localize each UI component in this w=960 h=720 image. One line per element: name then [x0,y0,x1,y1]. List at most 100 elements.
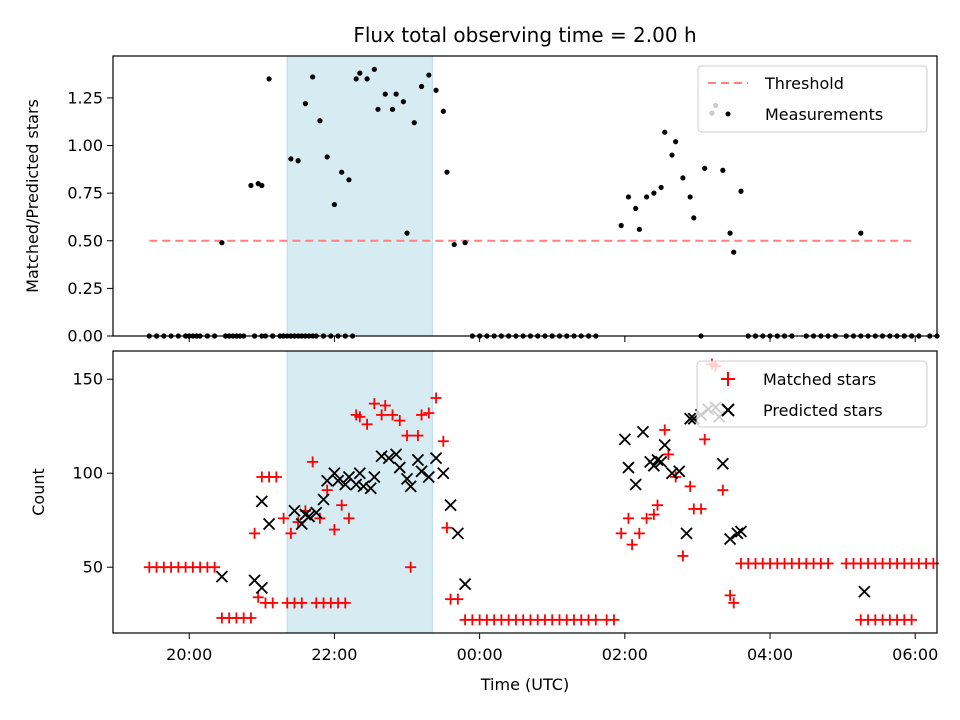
predicted-legend-label: Predicted stars [763,401,883,420]
matched-star-marker [361,418,373,430]
predicted-star-marker [429,452,443,465]
predicted-star-marker [673,465,686,478]
predicted-star-points [215,401,871,598]
matched-star-marker [437,435,449,447]
measurement-point [324,154,330,160]
matched-star-marker [285,527,297,539]
bottom-y-tick-label: 100 [72,464,103,483]
x-tick-label: 22:00 [311,645,357,664]
matched-star-marker [677,550,689,562]
measurement-point [673,139,679,145]
predicted-star-marker [684,412,697,425]
matched-star-marker [615,527,627,539]
predicted-star-marker [302,510,316,523]
matched-star-marker [822,557,834,569]
matched-star-marker [608,614,620,626]
predicted-star-marker [331,474,345,487]
predicted-star-marker [731,527,744,540]
matched-star-marker [296,597,308,609]
predicted-star-marker [647,459,660,472]
matched-star-marker [590,614,602,626]
top-y-tick-label: 1.00 [67,136,103,155]
matched-star-marker [405,561,417,573]
top-y-tick-label: 1.25 [67,88,103,107]
measurement-point [727,230,733,236]
matched-star-marker [633,527,645,539]
measurement-point [382,91,388,97]
measurement-point [331,201,338,208]
matched-star-marker [728,597,740,609]
chart-title: Flux total observing time = 2.00 h [353,23,696,47]
measurement-point [353,76,359,82]
predicted-star-marker [255,495,268,508]
predicted-star-marker [400,472,414,485]
matched-star-marker [278,512,290,524]
measurements-legend-swatch [725,111,731,117]
predicted-star-marker [444,499,457,512]
matched-star-marker [684,480,696,492]
measurement-point [687,194,693,200]
top-y-tick-label: 0.00 [67,327,103,346]
matched-star-marker [379,400,391,412]
predicted-star-marker [255,581,268,595]
measurement-point [651,190,657,196]
predicted-star-marker [404,480,417,493]
matched-star-marker [292,516,304,528]
matched-star-marker [245,612,257,624]
predicted-star-marker [390,448,403,461]
matched-star-marker [695,503,707,515]
matched-star-marker [641,512,653,524]
measurement-point [691,215,697,221]
predicted-star-marker [411,453,425,467]
predicted-star-marker [629,478,642,491]
predicted-star-marker [618,433,631,446]
measurement-point [219,240,225,246]
measurement-point [680,175,686,181]
measurement-point [400,99,406,105]
predicted-star-marker [375,450,388,463]
measurement-point [669,152,675,158]
matched-star-marker [314,512,326,524]
matched-star-marker [307,456,319,468]
matched-star-marker [441,522,453,534]
measurement-point [389,106,396,112]
matched-star-marker [343,512,355,524]
x-tick-label: 04:00 [747,645,793,664]
observing-window-top [286,55,433,337]
measurement-point [310,74,316,80]
matched-star-marker [648,509,660,521]
matched-star-marker [416,409,428,421]
measurement-point [339,169,345,175]
top-axes-frame [112,55,938,337]
measurement-point [440,108,446,114]
matched-star-marker [368,398,380,410]
matched-star-marker [622,512,634,524]
matched-star-marker [659,424,671,436]
matched-star-marker [906,614,918,626]
measurement-point [625,194,632,200]
predicted-star-marker [658,438,671,452]
bottom-legend-box [696,360,928,428]
measurement-point [444,169,450,175]
measurement-point [658,184,664,191]
measurement-point [738,188,744,194]
measurement-point [259,182,265,189]
predicted-star-marker [651,453,664,467]
measurement-point [346,177,352,183]
matched-star-marker [328,524,340,536]
x-axis-label: Time (UTC) [480,675,569,694]
top-y-axis-label: Matched/Predicted stars [23,99,42,293]
x-tick-label: 06:00 [892,645,938,664]
predicted-star-marker [858,585,871,598]
predicted-star-marker [680,527,693,540]
predicted-star-marker [716,457,729,470]
predicted-star-marker [353,467,366,480]
measurement-point [662,129,668,135]
predicted-star-marker [288,504,301,517]
measurement-point [462,240,468,246]
measurement-point [858,230,864,236]
predicted-star-marker [723,532,737,546]
matched-star-marker [270,471,282,483]
measurement-point [317,118,323,124]
top-subplot: 0.00 0.25 0.50 0.75 1.00 1.25 Matched/Predict… [23,55,940,346]
